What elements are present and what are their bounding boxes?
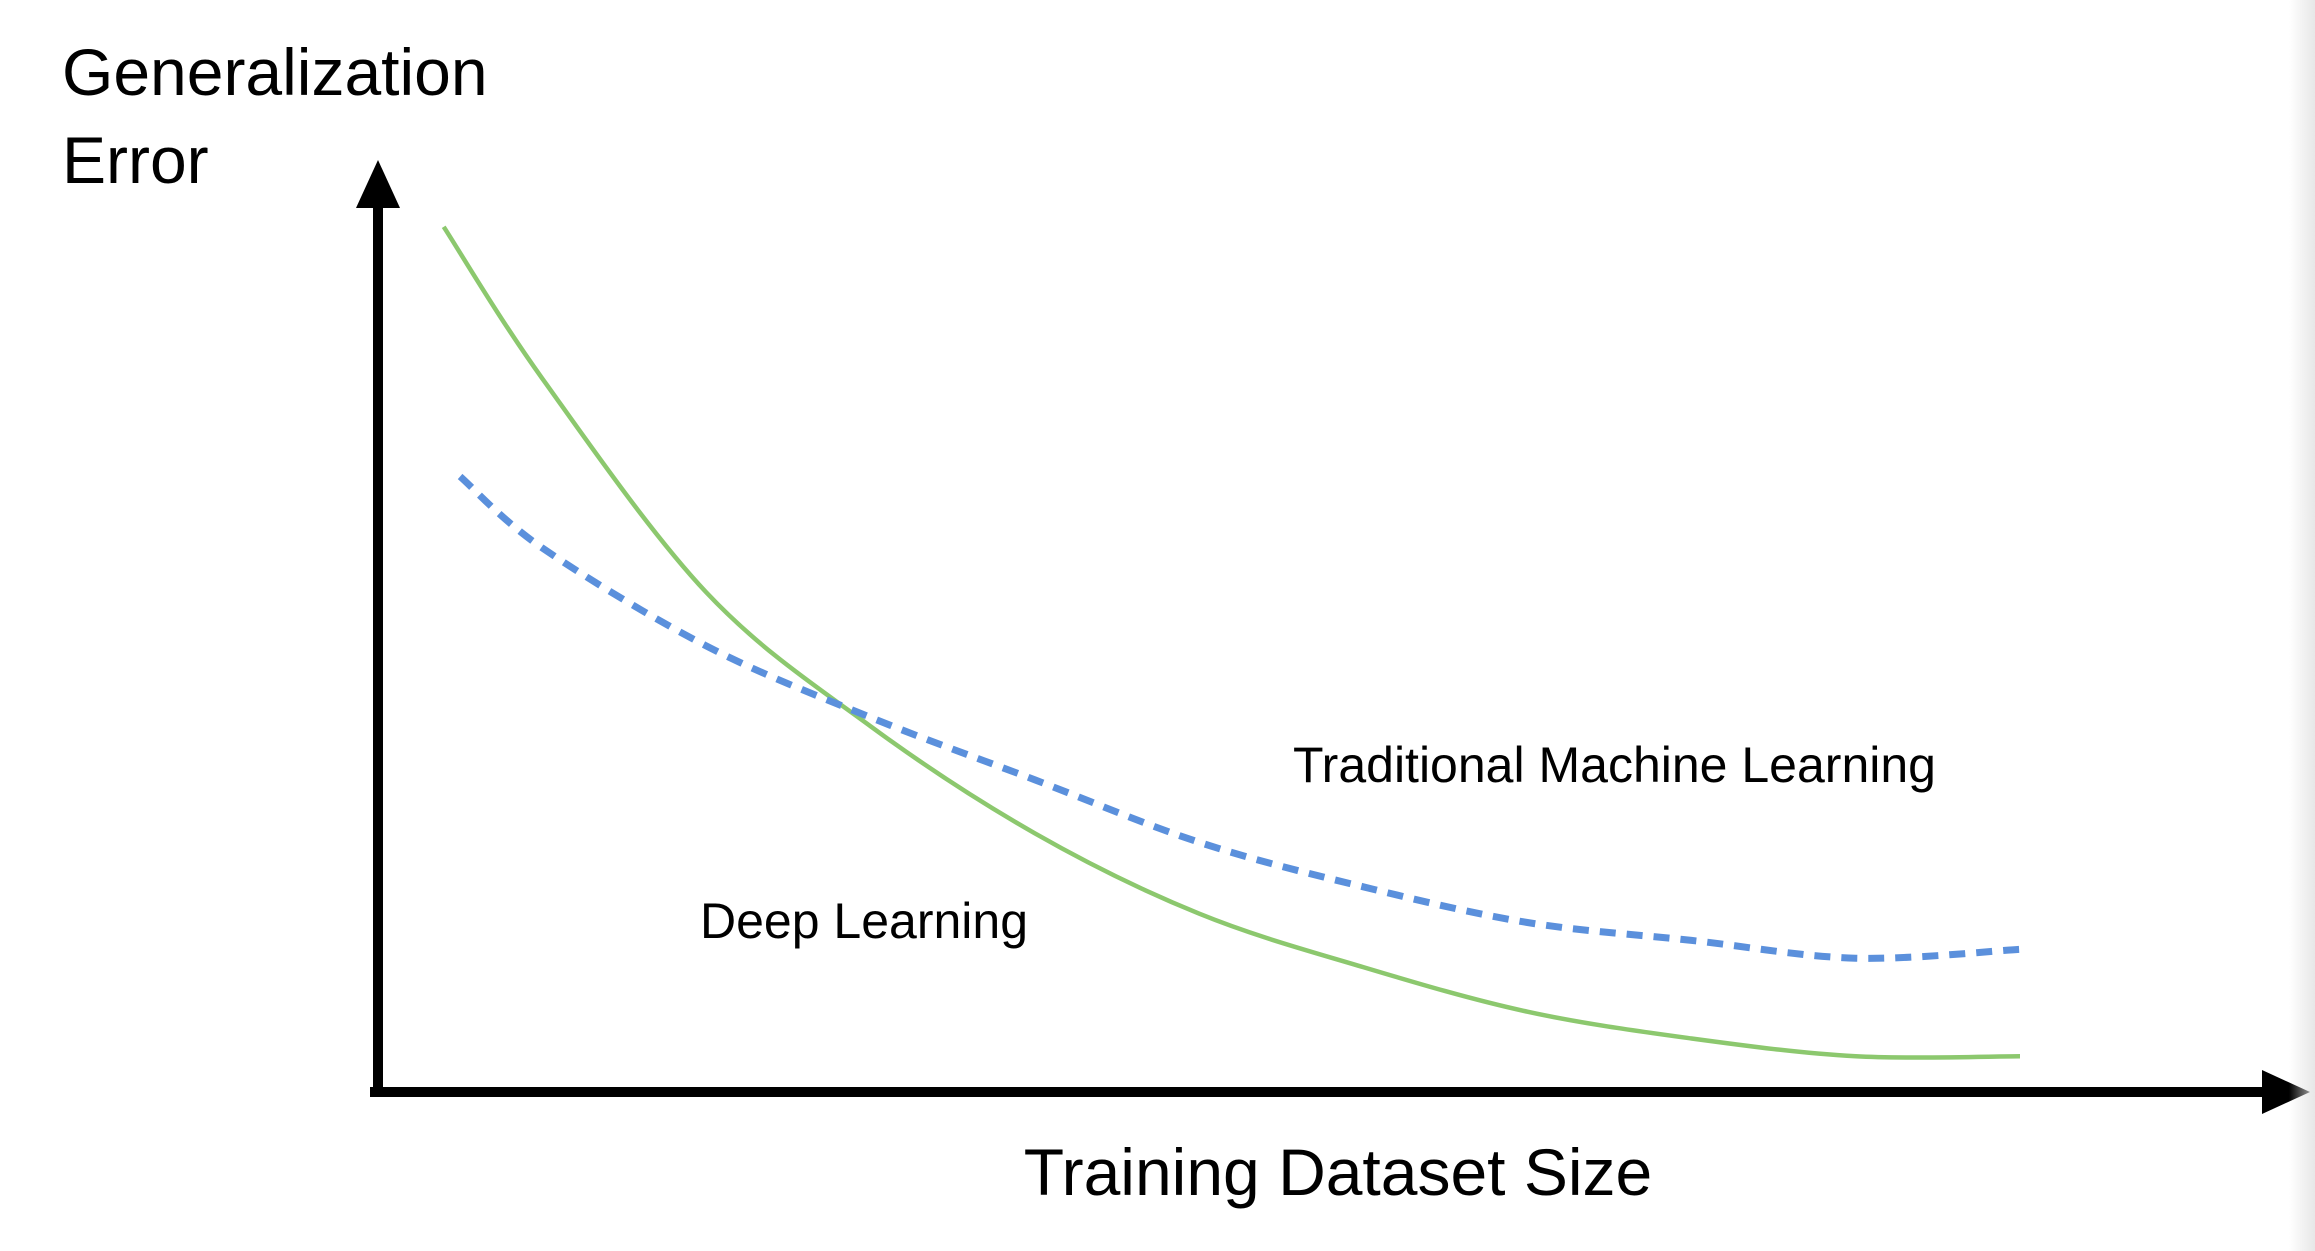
- series-label-deep-learning: Deep Learning: [700, 893, 1028, 949]
- series-layer: [441, 225, 2021, 1060]
- series-label-traditional-ml: Traditional Machine Learning: [1293, 737, 1936, 793]
- x-axis-arrow-icon: [2262, 1070, 2310, 1114]
- axes: [356, 160, 2310, 1114]
- y-axis-arrow-icon: [356, 160, 400, 208]
- x-axis-label: Training Dataset Size: [1024, 1135, 1653, 1209]
- series-line-deep-learning: [441, 225, 2021, 1060]
- page-edge-shadow: [2289, 0, 2315, 1251]
- y-axis-label-line-2: Error: [62, 123, 209, 197]
- y-axis-label-line-1: Generalization: [62, 35, 488, 109]
- series-line-traditional-machine-learning: [457, 473, 2021, 962]
